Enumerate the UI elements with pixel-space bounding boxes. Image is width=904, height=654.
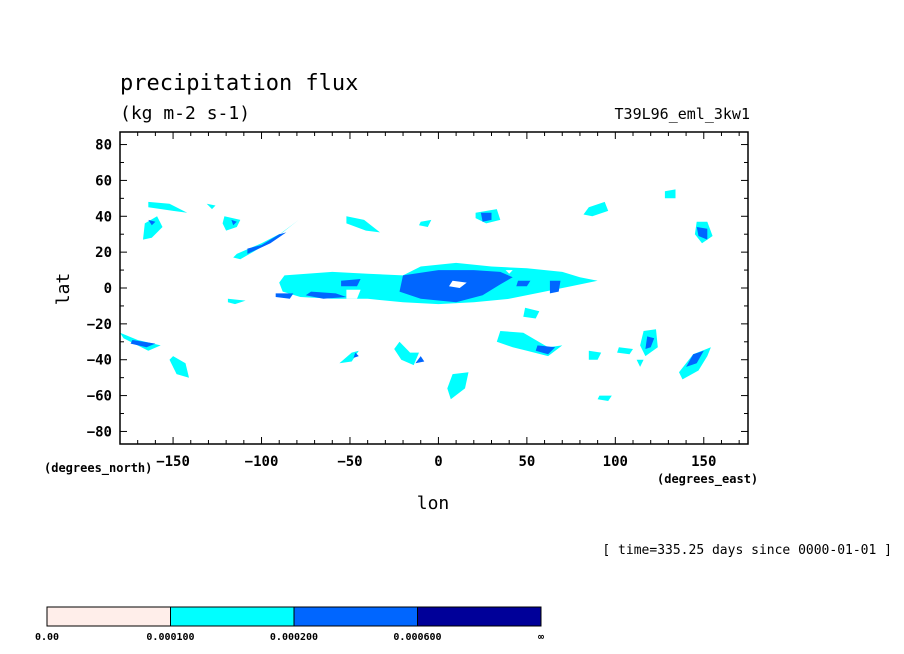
contour-region-0.000100-22 bbox=[206, 203, 216, 210]
colorbar-label: ∞ bbox=[538, 632, 544, 643]
contour-region-0.000100-1 bbox=[233, 219, 299, 260]
contour-region-0.000100-10 bbox=[169, 356, 189, 378]
y-tick-label: 40 bbox=[95, 209, 112, 225]
y-tick-label: −80 bbox=[87, 424, 112, 440]
colorbar-swatch bbox=[46, 606, 171, 627]
contour-region-0.000100-19 bbox=[597, 395, 612, 401]
x-tick-label: −100 bbox=[245, 454, 279, 470]
y-tick-label: −60 bbox=[87, 389, 112, 405]
colorbar-swatch bbox=[417, 606, 542, 627]
contour-region-0.000100-3 bbox=[143, 216, 163, 240]
contour-region-0.000100-7 bbox=[583, 201, 609, 217]
contour-region-0.000100-20 bbox=[664, 189, 676, 199]
x-tick-label: 150 bbox=[691, 454, 716, 470]
contour-region-white-gaps-0 bbox=[346, 289, 361, 299]
y-tick-label: 80 bbox=[95, 138, 112, 154]
contour-region-0.000200-6 bbox=[549, 280, 561, 294]
x-tick-labels: −150 −100 −50 0 50 100 150 bbox=[156, 454, 716, 470]
y-tick-labels: 80 60 40 20 0 −20 −40 −60 −80 bbox=[87, 138, 112, 441]
contour-region-0.000100-5 bbox=[346, 216, 380, 233]
contour-region-0.000100-18 bbox=[617, 347, 633, 355]
contour-fills bbox=[120, 189, 713, 401]
y-tick-label: −20 bbox=[87, 317, 112, 333]
colorbar-label: 0.000200 bbox=[270, 632, 318, 643]
colorbar-label: 0.00 bbox=[35, 632, 59, 643]
contour-region-0.000100-23 bbox=[227, 298, 246, 305]
colorbar-label: 0.000600 bbox=[393, 632, 441, 643]
contour-region-0.000100-11 bbox=[339, 350, 359, 364]
x-tick-label: −150 bbox=[156, 454, 190, 470]
colorbar-swatch bbox=[293, 606, 418, 627]
contour-region-0.000100-25 bbox=[636, 359, 644, 367]
x-tick-label: 100 bbox=[603, 454, 628, 470]
chart-title: precipitation flux bbox=[120, 71, 358, 96]
contour-region-0.000100-2 bbox=[148, 201, 188, 213]
x-tick-label: −50 bbox=[337, 454, 362, 470]
colorbar: 0.00 0.000100 0.000200 0.000600 ∞ bbox=[35, 606, 544, 643]
contour-region-0.000200-7 bbox=[480, 212, 492, 222]
contour-region-0.000200-4 bbox=[341, 279, 361, 287]
contour-region-0.000200-10 bbox=[535, 345, 556, 355]
contour-region-0.000100-4 bbox=[222, 216, 241, 231]
y-tick-label: −40 bbox=[87, 353, 112, 369]
y-tick-label: 60 bbox=[95, 173, 112, 189]
x-tick-label: 50 bbox=[518, 454, 535, 470]
time-stamp: [ time=335.25 days since 0000-01-01 ] bbox=[602, 543, 892, 558]
contour-region-0.000200-13 bbox=[148, 219, 156, 226]
contour-region-0.000100-24 bbox=[419, 219, 432, 227]
plot-area: −150 −100 −50 0 50 100 150 80 60 40 20 0 −20 −40 −60 −… bbox=[87, 131, 749, 470]
contour-region-0.000200-14 bbox=[231, 219, 237, 226]
contour-region-0.000200-15 bbox=[353, 352, 359, 358]
x-tick-label: 0 bbox=[434, 454, 442, 470]
contour-region-0.000100-13 bbox=[496, 331, 563, 357]
contour-region-0.000200-2 bbox=[305, 291, 347, 299]
contour-region-white-gaps-1 bbox=[449, 280, 467, 288]
contour-region-0.000200-5 bbox=[516, 280, 531, 287]
x-units-label: (degrees_east) bbox=[657, 472, 758, 487]
axis-ticks bbox=[119, 132, 748, 444]
contour-region-0.000100-21 bbox=[523, 307, 540, 319]
contour-region-0.000100-12 bbox=[394, 341, 419, 366]
contour-region-0.000200-11 bbox=[645, 336, 655, 349]
contour-region-white-gaps-2 bbox=[505, 270, 513, 274]
x-axis-label: lon bbox=[417, 493, 450, 514]
contour-region-0.000200-12 bbox=[686, 350, 704, 367]
contour-region-0.000200-9 bbox=[130, 340, 156, 348]
contour-region-0.000200-3 bbox=[275, 293, 294, 299]
y-tick-label: 0 bbox=[104, 281, 112, 297]
contour-region-0.000100-17 bbox=[588, 350, 602, 360]
contour-region-0.000200-16 bbox=[415, 356, 425, 364]
colorbar-label: 0.000100 bbox=[146, 632, 194, 643]
y-tick-label: 20 bbox=[95, 245, 112, 261]
chart-units: (kg m-2 s-1) bbox=[120, 103, 250, 124]
y-units-label: (degrees_north) bbox=[44, 461, 152, 476]
contour-region-0.000200-1 bbox=[247, 232, 287, 254]
contour-region-0.000200-8 bbox=[696, 227, 708, 240]
run-name: T39L96_eml_3kw1 bbox=[615, 105, 750, 123]
colorbar-swatch bbox=[170, 606, 295, 627]
contour-region-0.000100-16 bbox=[447, 372, 469, 400]
y-axis-label: lat bbox=[53, 273, 74, 306]
